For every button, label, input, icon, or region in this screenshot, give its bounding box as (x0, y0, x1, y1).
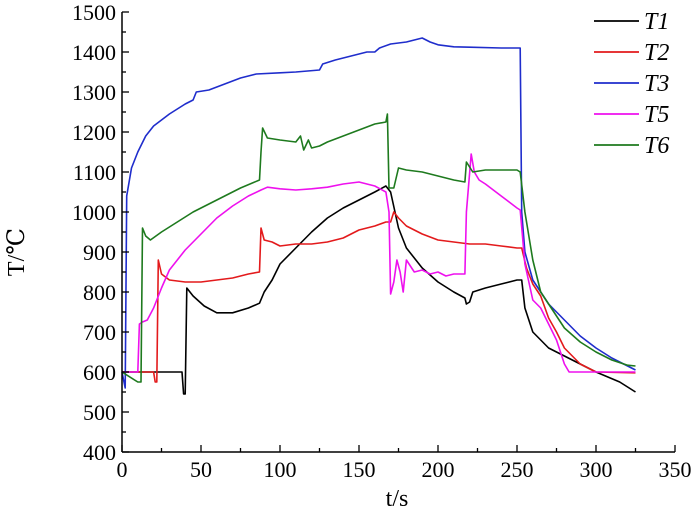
y-tick-label: 1500 (72, 0, 116, 25)
x-tick-label: 100 (264, 457, 297, 482)
ticks: 0 50 100 150 200 250 300 350 400 500 600 700 800 900 1… (72, 0, 692, 482)
y-tick-label: 900 (83, 240, 116, 265)
y-tick-label: 800 (83, 280, 116, 305)
y-axis-title: T/℃ (4, 228, 30, 276)
legend-label-t2: T2 (644, 40, 669, 66)
y-tick-label: 700 (83, 320, 116, 345)
y-tick-label: 1000 (72, 200, 116, 225)
y-tick-label: 1400 (72, 40, 116, 65)
y-tick-label: 1300 (72, 80, 116, 105)
legend: T1 T2 T3 T5 T6 (594, 9, 669, 159)
x-tick-label: 300 (580, 457, 613, 482)
series-layer (121, 37, 636, 395)
series-line-t1 (122, 185, 636, 395)
y-tick-label: 500 (83, 400, 116, 425)
x-tick-label: 50 (190, 457, 212, 482)
x-tick-label: 250 (501, 457, 534, 482)
legend-label-t5: T5 (644, 102, 669, 128)
y-tick-label: 1100 (73, 160, 116, 185)
legend-label-t1: T1 (644, 9, 669, 35)
legend-label-t3: T3 (644, 71, 669, 97)
y-tick-label: 1200 (72, 120, 116, 145)
series-line-t5 (122, 153, 636, 373)
x-tick-label: 350 (659, 457, 692, 482)
y-tick-label: 400 (83, 440, 116, 465)
x-axis-title: t/s (386, 486, 409, 510)
axes (121, 12, 675, 453)
legend-label-t6: T6 (644, 133, 669, 159)
x-tick-label: 150 (343, 457, 376, 482)
x-tick-label: 0 (117, 457, 128, 482)
series-line-t6 (121, 113, 636, 383)
series-line-t2 (122, 211, 636, 383)
x-tick-label: 200 (422, 457, 455, 482)
y-tick-label: 600 (83, 360, 116, 385)
